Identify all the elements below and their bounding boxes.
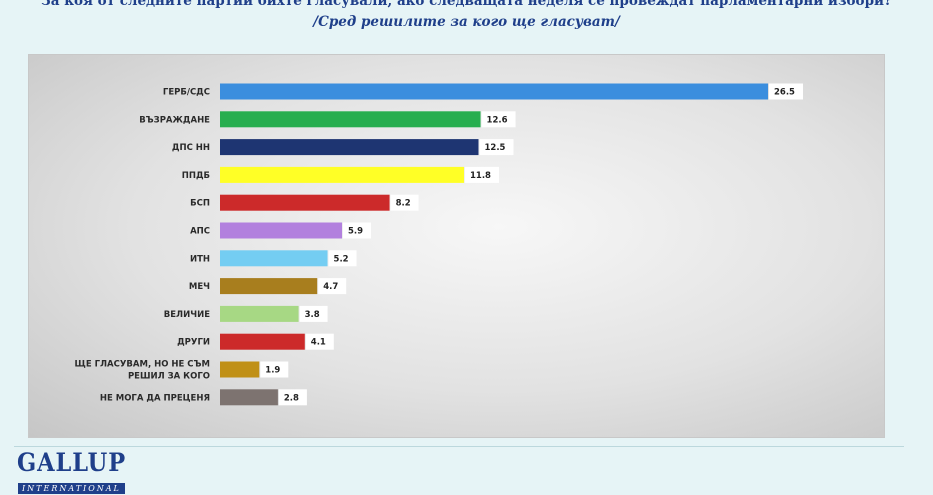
- value-label-background: [260, 361, 289, 378]
- category-label: МЕЧ: [189, 282, 210, 292]
- bar: [220, 222, 343, 239]
- value-label: 2.8: [284, 393, 299, 403]
- category-label-line: ЩЕ ГЛАСУВАМ, НО НЕ СЪМ: [75, 360, 210, 370]
- value-label: 12.5: [484, 143, 505, 153]
- value-label: 3.8: [305, 310, 320, 320]
- logo-main-text: GALLUP: [17, 448, 127, 477]
- bar: [220, 305, 299, 322]
- category-label: ЩЕ ГЛАСУВАМ, НО НЕ СЪМ РЕШИЛ ЗА КОГО: [75, 360, 210, 382]
- category-label-line: ИТН: [190, 254, 210, 264]
- value-label: 11.8: [470, 171, 491, 181]
- category-label-line: РЕШИЛ ЗА КОГО: [128, 372, 210, 382]
- value-label-background: [390, 194, 419, 211]
- value-label-background: [328, 250, 357, 267]
- bar: [220, 333, 305, 350]
- category-label: АПС: [190, 227, 210, 237]
- category-label: ГЕРБ/СДС: [163, 88, 210, 98]
- category-label-line: ДРУГИ: [177, 338, 210, 348]
- value-label-background: [299, 305, 328, 322]
- footer-divider: [14, 446, 904, 447]
- bar: [220, 278, 318, 295]
- category-label-line: ГЕРБ/СДС: [163, 88, 210, 98]
- category-label-line: МЕЧ: [189, 282, 210, 292]
- value-label-background: [465, 166, 500, 183]
- category-label-line: НЕ МОГА ДА ПРЕЦЕНЯ: [100, 393, 210, 403]
- bar: [220, 250, 328, 267]
- category-label-line: БСП: [190, 199, 210, 209]
- category-label: ДПС НН: [172, 143, 210, 153]
- category-label: ВЪЗРАЖДАНЕ: [139, 115, 210, 125]
- category-label: ИТН: [190, 254, 210, 264]
- value-label-background: [305, 333, 334, 350]
- bar: [220, 139, 479, 156]
- value-label: 5.2: [334, 254, 349, 264]
- bar: [220, 361, 260, 378]
- category-label: ППДБ: [182, 171, 210, 181]
- bar: [220, 389, 278, 406]
- category-label: БСП: [190, 199, 210, 209]
- category-label-line: АПС: [190, 227, 210, 237]
- category-label: НЕ МОГА ДА ПРЕЦЕНЯ: [100, 393, 210, 403]
- value-label-background: [318, 278, 347, 295]
- bar: [220, 194, 390, 211]
- value-label: 8.2: [396, 199, 411, 209]
- bar-chart: ГЕРБ/СДС 26.5 ВЪЗРАЖДАНЕ 12.6 ДПС НН 12.5 ППДБ…: [75, 83, 803, 406]
- value-label: 5.9: [348, 227, 363, 237]
- bar: [220, 83, 768, 100]
- value-label-background: [278, 389, 307, 406]
- gallup-logo: GALLUP INTERNATIONAL: [17, 450, 147, 495]
- value-label-background: [479, 139, 514, 156]
- value-label-background: [481, 111, 516, 128]
- value-label: 4.7: [323, 282, 338, 292]
- value-label: 12.6: [487, 115, 508, 125]
- chart-title: За коя от следните партии бихте гласувал…: [41, 0, 892, 9]
- category-label-line: ППДБ: [182, 171, 210, 181]
- chart-subtitle: /Сред решилите за кого ще гласуват/: [313, 14, 620, 30]
- category-label: ВЕЛИЧИЕ: [164, 310, 210, 320]
- category-label-line: ВЪЗРАЖДАНЕ: [139, 115, 210, 125]
- category-label: ДРУГИ: [177, 338, 210, 348]
- category-label-line: ДПС НН: [172, 143, 210, 153]
- logo-sub-text: INTERNATIONAL: [18, 483, 125, 494]
- value-label-background: [343, 222, 372, 239]
- value-label: 4.1: [311, 338, 326, 348]
- bar: [220, 111, 481, 128]
- value-label-background: [769, 83, 803, 100]
- category-label-line: ВЕЛИЧИЕ: [164, 310, 210, 320]
- value-label: 26.5: [774, 88, 795, 98]
- bar: [220, 166, 465, 183]
- value-label: 1.9: [265, 366, 280, 376]
